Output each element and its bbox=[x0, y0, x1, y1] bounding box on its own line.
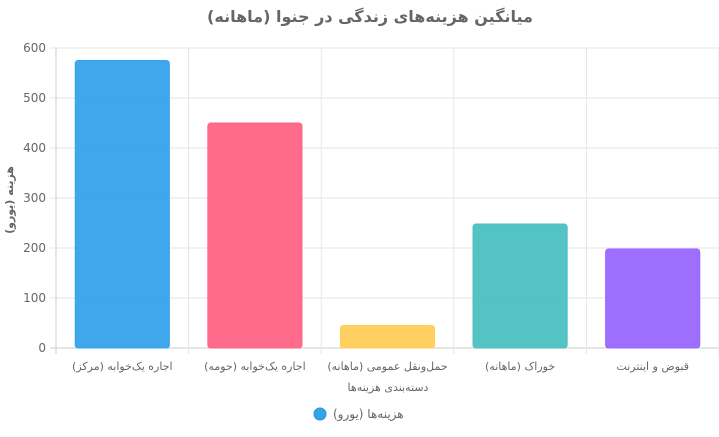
y-tick-label: 500 bbox=[23, 91, 46, 105]
legend-swatch bbox=[313, 407, 327, 421]
y-tick-label: 600 bbox=[23, 41, 46, 55]
bars bbox=[74, 60, 701, 349]
bar[interactable] bbox=[605, 248, 701, 349]
x-tick-label: اجاره یک‌خوابه (مرکز) bbox=[72, 360, 173, 373]
x-tick-label: اجاره یک‌خوابه (حومه) bbox=[204, 360, 306, 373]
y-tick-label: 200 bbox=[23, 241, 46, 255]
y-tick-label: 100 bbox=[23, 291, 46, 305]
x-tick-label: حمل‌ونقل عمومی (ماهانه) bbox=[327, 360, 447, 373]
bar[interactable] bbox=[472, 223, 568, 349]
bar[interactable] bbox=[207, 122, 303, 349]
x-tick-label: قبوض و اینترنت bbox=[616, 360, 689, 373]
chart-title: میانگین هزینه‌های زندگی در جنوا (ماهانه) bbox=[207, 7, 533, 26]
y-tick-label: 0 bbox=[38, 341, 46, 355]
x-axis-label: دسته‌بندی هزینه‌ها bbox=[348, 381, 429, 394]
legend[interactable]: هزینه‌ها (یورو) bbox=[313, 407, 404, 422]
x-axis-ticks: اجاره یک‌خوابه (مرکز) اجاره یک‌خوابه (حوم… bbox=[72, 360, 689, 373]
y-axis-label: هزینه (یورو) bbox=[3, 166, 16, 234]
y-tick-label: 300 bbox=[23, 191, 46, 205]
x-tick-label: خوراک (ماهانه) bbox=[485, 360, 555, 373]
legend-label: هزینه‌ها (یورو) bbox=[333, 407, 404, 422]
bar[interactable] bbox=[339, 325, 436, 349]
bar[interactable] bbox=[74, 60, 170, 349]
y-axis-ticks: 0 100 200 300 400 500 600 bbox=[23, 41, 46, 355]
y-tick-label: 400 bbox=[23, 141, 46, 155]
